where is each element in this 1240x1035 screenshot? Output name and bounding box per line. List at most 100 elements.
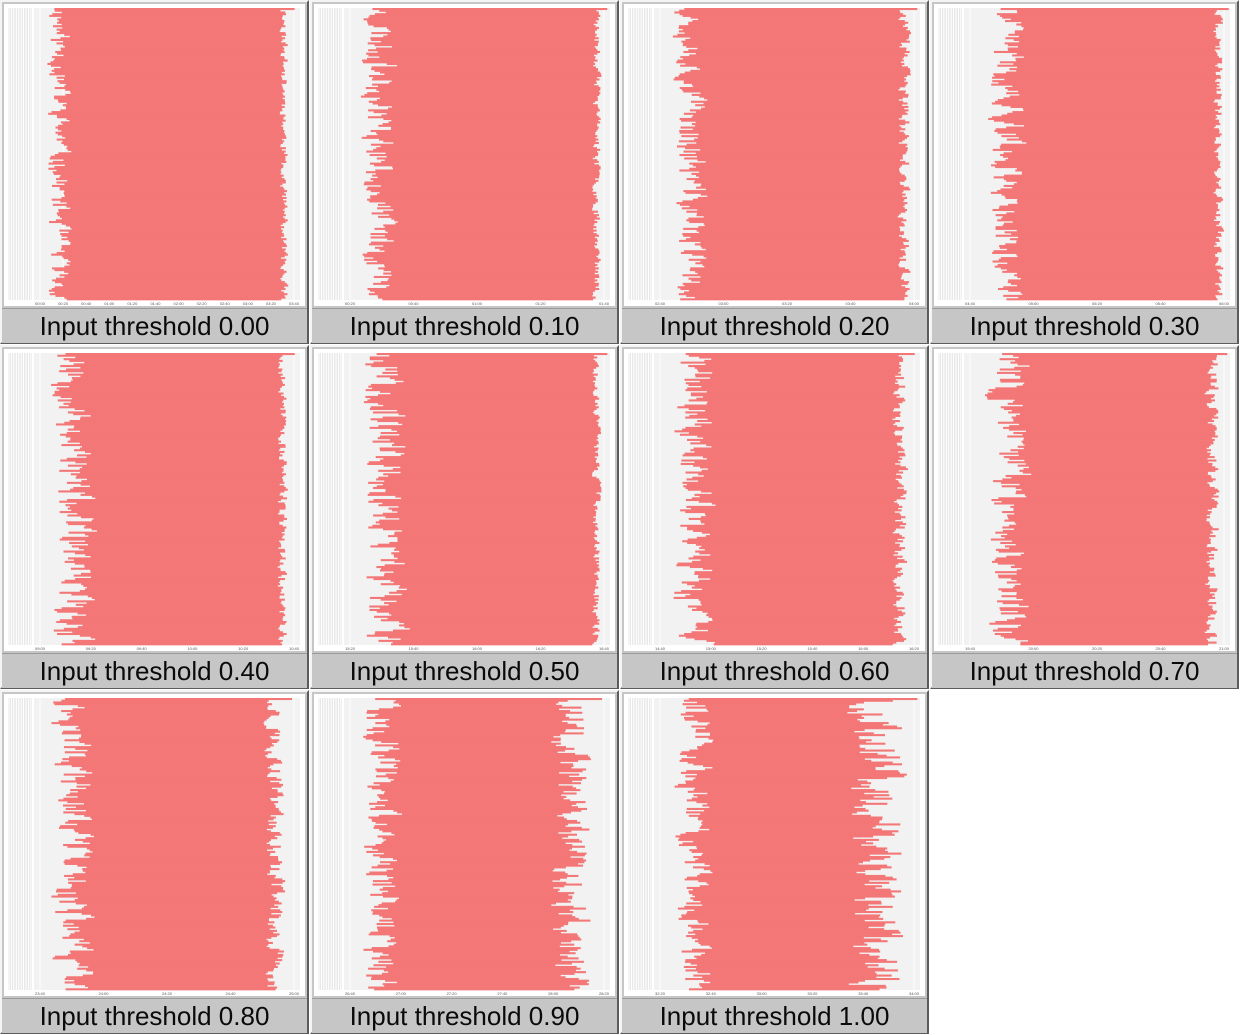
job-bar	[698, 473, 897, 476]
plot-area: 23:40 24:00 24:20 24:40 25:00	[4, 694, 305, 996]
job-bar	[1016, 229, 1224, 232]
job-bar	[74, 898, 275, 902]
job-bar	[1004, 231, 1218, 234]
job-bar	[366, 711, 583, 714]
job-bar	[386, 823, 569, 826]
job-bar	[689, 565, 896, 569]
job-bar	[705, 514, 902, 517]
job-bar	[403, 622, 600, 625]
job-bar	[377, 294, 593, 297]
job-bar	[389, 284, 599, 287]
job-bar	[378, 402, 598, 405]
job-bar	[378, 476, 597, 479]
job-bar	[675, 835, 874, 838]
job-bar	[995, 548, 1218, 551]
job-bar	[695, 543, 900, 546]
x-tick-label: 03:20	[266, 301, 277, 306]
job-bar	[386, 155, 596, 158]
job-bar	[399, 517, 596, 520]
job-bar	[695, 777, 888, 780]
job-bar	[65, 504, 286, 507]
job-bar	[695, 124, 900, 127]
job-bar	[66, 205, 288, 208]
job-bar	[397, 64, 594, 67]
job-bar	[691, 172, 902, 175]
job-bar	[64, 265, 282, 268]
job-bar	[696, 964, 879, 967]
job-bar	[380, 432, 601, 435]
job-bar	[58, 490, 285, 493]
job-bar	[376, 565, 598, 569]
job-bar	[83, 584, 278, 587]
job-bar	[992, 390, 1207, 393]
job-bar	[377, 543, 596, 546]
job-bar	[682, 44, 902, 47]
job-bar	[708, 615, 899, 618]
job-bar	[686, 935, 903, 938]
job-bar	[399, 897, 573, 900]
job-bar	[385, 368, 594, 371]
job-bar	[64, 739, 280, 742]
x-tick-label: 15:20	[757, 646, 768, 651]
job-bar	[995, 226, 1222, 229]
job-bar	[60, 459, 284, 462]
job-bar	[1007, 262, 1217, 265]
job-bar	[697, 196, 907, 200]
job-bar	[1011, 409, 1219, 412]
job-bar	[1014, 521, 1210, 524]
job-bar	[383, 969, 576, 972]
job-bar	[370, 893, 569, 896]
job-bar	[393, 706, 582, 709]
job-bar	[1006, 138, 1216, 141]
job-bar	[700, 245, 909, 248]
job-bar	[54, 68, 285, 71]
job-bar	[67, 801, 279, 804]
x-tick-label: 16:40	[599, 646, 610, 651]
job-bar	[704, 265, 900, 268]
job-bar	[382, 371, 593, 374]
job-bar	[57, 399, 284, 402]
job-bar	[693, 898, 855, 902]
job-bar	[78, 926, 276, 929]
job-bar	[66, 298, 282, 301]
job-bar	[1022, 433, 1216, 436]
job-bar	[379, 783, 559, 786]
job-bar	[373, 25, 596, 28]
job-bar	[693, 447, 903, 450]
job-bar	[375, 172, 600, 175]
job-bar	[86, 462, 287, 465]
plot-area: 02:40 03:00 03:20 03:40 04:00	[624, 4, 925, 306]
job-bar	[695, 550, 895, 553]
job-bar	[1017, 464, 1213, 467]
job-bar	[376, 131, 596, 134]
job-bar	[677, 59, 904, 62]
job-bar	[1014, 210, 1217, 213]
job-bar	[70, 437, 279, 440]
job-bar	[65, 821, 277, 824]
job-bar	[1014, 504, 1217, 507]
job-bar	[397, 557, 600, 560]
job-bar	[694, 450, 899, 453]
job-bar	[75, 838, 271, 841]
x-tick-label: 03:40	[289, 301, 300, 306]
job-bar	[1022, 171, 1215, 174]
job-bar	[67, 909, 281, 912]
job-bar	[368, 500, 596, 503]
job-bar	[373, 179, 599, 182]
job-bar	[64, 250, 285, 253]
job-bar	[393, 581, 597, 584]
job-bar	[700, 148, 908, 151]
job-bar	[995, 227, 1224, 230]
job-bar	[368, 100, 596, 103]
job-bar	[82, 869, 270, 872]
job-bar	[61, 581, 279, 584]
job-bar	[384, 564, 600, 567]
job-bar	[394, 924, 564, 927]
job-bar	[382, 972, 575, 975]
job-bar	[383, 359, 596, 362]
job-bar	[385, 152, 599, 155]
job-bar	[1024, 382, 1211, 385]
job-bar	[997, 99, 1215, 102]
job-bar	[374, 615, 598, 618]
job-bar	[55, 50, 285, 54]
